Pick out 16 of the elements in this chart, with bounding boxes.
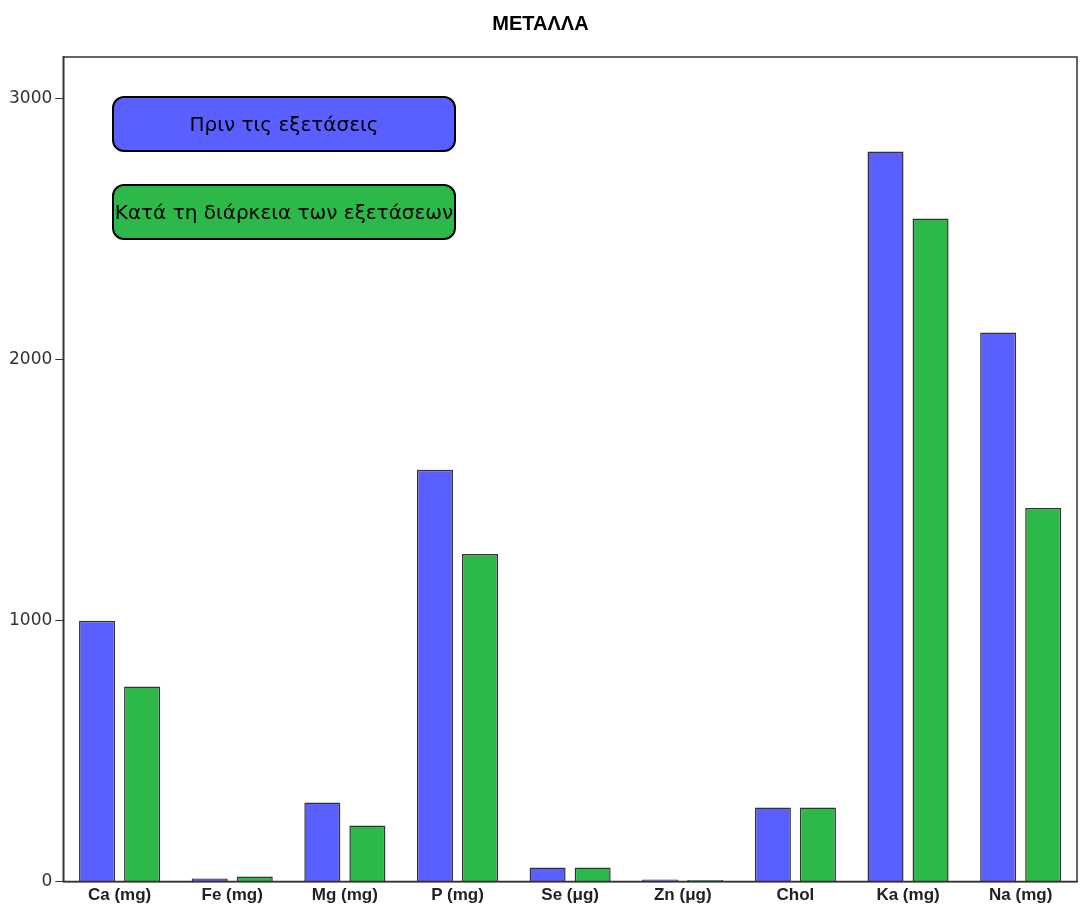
x-tick-label: Na (mg) xyxy=(989,885,1053,905)
chart-title: ΜΕΤΑΛΛΑ xyxy=(491,12,590,35)
text: Πριν τις εξετάσεις xyxy=(112,96,456,152)
x-tick-label: Chol xyxy=(776,885,815,905)
x-tick-label: Ca (mg) xyxy=(87,885,152,905)
x-tick-label: Fe (mg) xyxy=(201,885,263,905)
y-tick-label: 2000 xyxy=(9,348,53,369)
y-tick-label: 3000 xyxy=(9,87,53,108)
x-tick-label: P (mg) xyxy=(431,885,484,905)
x-tick-label: Se (μg) xyxy=(541,885,599,905)
text: Κατά τη διάρκεια των εξετάσεων xyxy=(112,184,456,240)
y-tick-label: 0 xyxy=(41,870,53,891)
x-tick-label: Mg (mg) xyxy=(311,885,378,905)
x-tick-label: Ka (mg) xyxy=(876,885,940,905)
x-tick-label: Zn (μg) xyxy=(653,885,712,905)
y-tick-label: 1000 xyxy=(9,609,53,630)
